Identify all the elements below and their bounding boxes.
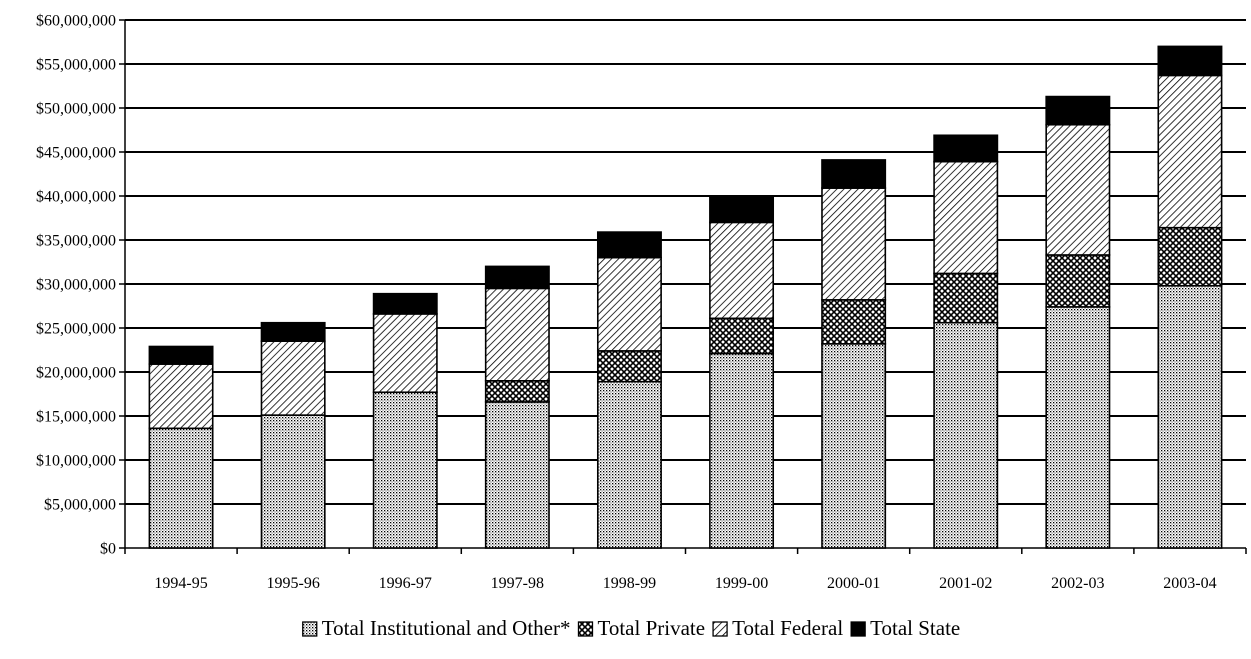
x-tick-label: 2001-02 — [939, 575, 992, 592]
bar-segment-diagonal — [1157, 74, 1223, 229]
bar-segment-diagonal — [1045, 123, 1111, 256]
y-tick-label: $45,000,000 — [36, 145, 116, 162]
bar-segment-diagonal — [821, 187, 887, 301]
bar-segment-crosshatch — [821, 299, 887, 345]
legend-item: Total State — [850, 616, 960, 640]
bar-segment-crosshatch — [1157, 226, 1223, 287]
bar-segment-solid — [484, 265, 550, 290]
y-tick-label: $50,000,000 — [36, 101, 116, 118]
y-tick-label: $20,000,000 — [36, 365, 116, 382]
bar-segment-crosshatch — [484, 379, 550, 403]
legend-item: Total Institutional and Other* — [302, 616, 571, 640]
y-tick-label: $15,000,000 — [36, 409, 116, 426]
bar-segment-dots — [709, 352, 775, 549]
x-tick-label: 1994-95 — [154, 575, 207, 592]
bar-segment-diagonal — [260, 340, 326, 416]
bar-segment-diagonal — [933, 160, 999, 275]
bar-segment-solid — [933, 134, 999, 163]
x-tick-label: 1998-99 — [603, 575, 656, 592]
bar-segment-crosshatch — [1045, 254, 1111, 308]
bar-segment-solid — [372, 292, 438, 315]
x-tick-label: 1995-96 — [266, 575, 319, 592]
bar-segment-solid — [148, 345, 214, 365]
bar-segment-solid — [1045, 95, 1111, 126]
bars — [148, 45, 1223, 549]
legend: Total Institutional and Other* Total Priv… — [302, 616, 960, 640]
bar-segment-solid — [821, 159, 887, 189]
x-tick-label: 2002-03 — [1051, 575, 1104, 592]
bar-segment-solid — [709, 195, 775, 224]
bar-segment-crosshatch — [933, 272, 999, 324]
bar-segment-diagonal — [148, 363, 214, 430]
legend-swatch-crosshatch — [577, 621, 594, 637]
bar-segment-diagonal — [484, 287, 550, 382]
legend-swatch-diagonal — [712, 621, 728, 637]
legend-swatch-solid — [850, 621, 866, 637]
legend-label: Total Federal — [732, 616, 843, 640]
bar-segment-crosshatch — [709, 317, 775, 355]
bar-segment-dots — [821, 343, 887, 549]
y-tick-label: $5,000,000 — [44, 497, 116, 514]
bar-segment-dots — [596, 380, 662, 549]
bar-segment-diagonal — [596, 256, 662, 352]
bar-segment-dots — [1045, 306, 1111, 549]
legend-label: Total Private — [597, 616, 705, 640]
bar-segment-diagonal — [372, 313, 438, 394]
bar-segment-solid — [596, 231, 662, 259]
y-tick-label: $0 — [100, 541, 116, 558]
bar-segment-diagonal — [709, 221, 775, 320]
legend-item: Total Private — [577, 616, 705, 640]
bar-segment-dots — [933, 321, 999, 549]
x-tick-label: 2003-04 — [1163, 575, 1216, 592]
bar-segment-solid — [1157, 45, 1223, 77]
legend-item: Total Federal — [712, 616, 843, 640]
x-tick-label: 1997-98 — [491, 575, 544, 592]
legend-label: Total Institutional and Other* — [322, 616, 571, 640]
bar-segment-dots — [260, 414, 326, 549]
bar-segment-crosshatch — [596, 350, 662, 383]
y-tick-label: $55,000,000 — [36, 57, 116, 74]
y-tick-label: $25,000,000 — [36, 321, 116, 338]
y-tick-label: $40,000,000 — [36, 189, 116, 206]
bar-segment-dots — [372, 391, 438, 549]
bar-segment-dots — [484, 401, 550, 549]
legend-swatch-dots — [302, 621, 318, 637]
x-tick-label: 2000-01 — [827, 575, 880, 592]
axes: $0 $5,000,000 $10,000,000 $15,000,000 $20,00… — [36, 13, 1247, 592]
bar-segment-dots — [148, 427, 214, 549]
bar-segment-solid — [260, 321, 326, 343]
x-tick-label: 1996-97 — [379, 575, 432, 592]
y-tick-label: $60,000,000 — [36, 13, 116, 30]
legend-label: Total State — [870, 616, 960, 640]
x-tick-label: 1999-00 — [715, 575, 768, 592]
y-tick-label: $35,000,000 — [36, 233, 116, 250]
bar-segment-dots — [1157, 284, 1223, 549]
y-tick-label: $10,000,000 — [36, 453, 116, 470]
y-tick-label: $30,000,000 — [36, 277, 116, 294]
